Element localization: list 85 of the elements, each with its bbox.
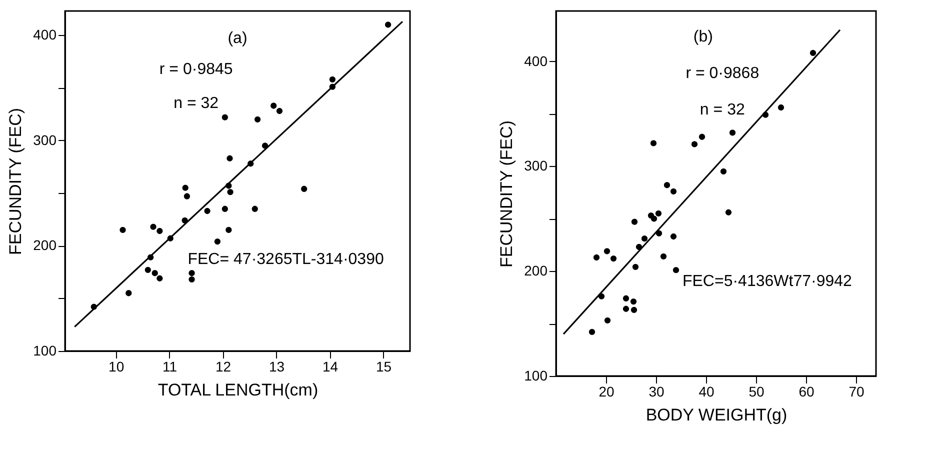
point xyxy=(150,224,156,230)
x-tick-label: 70 xyxy=(848,384,864,400)
x-tick-label: 40 xyxy=(698,384,714,400)
point xyxy=(593,254,600,261)
point xyxy=(655,210,662,217)
x-tick-label: 13 xyxy=(268,358,285,374)
point xyxy=(188,270,195,276)
point xyxy=(698,134,706,140)
point xyxy=(204,208,210,214)
annotation: FEC=5·4136Wt77·9942 xyxy=(682,273,852,290)
point xyxy=(226,226,232,234)
y-tick-label: 100 xyxy=(524,368,548,384)
point xyxy=(227,188,234,196)
point xyxy=(144,266,151,274)
point xyxy=(660,253,667,260)
point xyxy=(214,238,221,245)
point xyxy=(630,298,637,305)
y-tick-label: 400 xyxy=(33,26,57,43)
point xyxy=(632,264,639,270)
x-tick-label: 30 xyxy=(648,384,664,400)
y-axis-title: FECUNDITY (FEC) xyxy=(497,120,516,268)
x-tick-label: 12 xyxy=(216,358,232,374)
annotation: n = 32 xyxy=(700,102,745,119)
point xyxy=(226,155,233,162)
y-tick-label: 400 xyxy=(524,52,548,69)
x-tick-label: 14 xyxy=(322,358,338,374)
point xyxy=(604,248,610,254)
point xyxy=(725,209,732,216)
y-tick-label: 100 xyxy=(33,342,57,358)
x-tick-label: 50 xyxy=(748,384,764,400)
point xyxy=(329,76,336,82)
point xyxy=(650,216,658,222)
annotation: FEC= 47·3265TL-314·0390 xyxy=(188,251,384,268)
point xyxy=(622,306,630,312)
x-tick-label: 20 xyxy=(598,384,614,400)
x-tick-label: 15 xyxy=(376,358,392,374)
annotation: (a) xyxy=(228,30,248,48)
y-tick-label: 300 xyxy=(524,158,548,174)
point xyxy=(670,233,677,240)
point xyxy=(222,114,228,120)
point xyxy=(672,266,680,274)
point xyxy=(670,188,677,194)
y-tick-label: 300 xyxy=(33,132,57,148)
point xyxy=(729,130,736,136)
point xyxy=(120,226,126,234)
point xyxy=(631,218,638,225)
point xyxy=(588,328,596,336)
point xyxy=(604,317,611,324)
point xyxy=(126,290,132,296)
y-tick-label: 200 xyxy=(33,237,57,254)
point xyxy=(222,206,228,212)
point xyxy=(650,140,657,146)
point xyxy=(276,108,283,114)
x-axis-title: BODY WEIGHT(g) xyxy=(646,406,788,424)
point xyxy=(254,116,261,122)
point xyxy=(622,295,630,302)
point xyxy=(630,306,638,313)
point xyxy=(182,184,188,191)
annotation: n = 32 xyxy=(174,94,219,112)
y-axis-title: FECUNDITY (FEC) xyxy=(6,108,26,256)
annotation: (b) xyxy=(693,28,713,46)
point xyxy=(610,255,617,262)
point xyxy=(384,22,392,28)
point xyxy=(270,102,277,109)
point xyxy=(184,193,190,200)
x-axis-title: TOTAL LENGTH(cm) xyxy=(158,380,318,400)
point xyxy=(152,270,158,276)
point xyxy=(778,104,784,111)
x-tick-label: 60 xyxy=(798,384,814,400)
annotation: r = 0·9868 xyxy=(686,65,760,82)
y-tick-label: 200 xyxy=(524,262,548,279)
point xyxy=(156,275,163,282)
point xyxy=(810,50,816,56)
point xyxy=(252,206,258,212)
point xyxy=(664,182,670,188)
point xyxy=(641,236,648,242)
point xyxy=(301,186,308,192)
point xyxy=(156,228,163,234)
x-tick-label: 10 xyxy=(108,358,124,374)
x-tick-label: 11 xyxy=(162,358,178,374)
point xyxy=(656,230,662,236)
point xyxy=(691,141,698,148)
annotation: r = 0·9845 xyxy=(159,60,233,78)
point xyxy=(720,168,727,175)
point xyxy=(188,276,195,282)
